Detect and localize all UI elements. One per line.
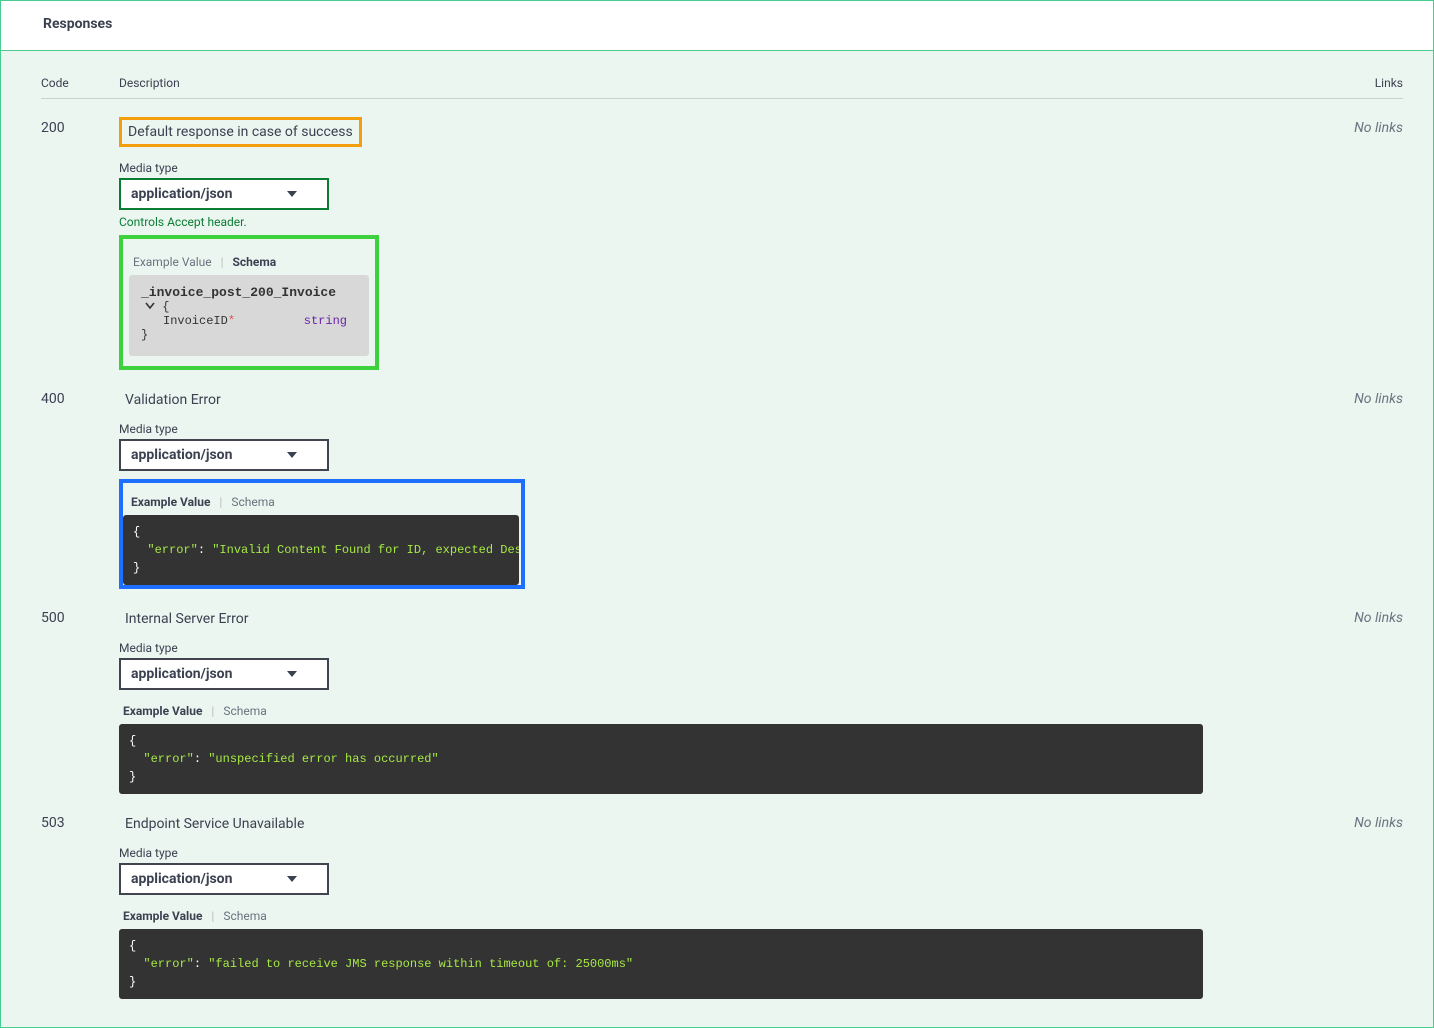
no-links: No links <box>1343 607 1403 794</box>
no-links: No links <box>1343 388 1403 589</box>
response-row-400: 400 Validation Error Media type applicat… <box>41 378 1403 589</box>
response-desc-cell: Endpoint Service Unavailable Media type … <box>119 812 1343 999</box>
schema-prop-name: InvoiceID <box>163 314 228 328</box>
response-desc-cell: Default response in case of success Medi… <box>119 117 1343 370</box>
media-type-select[interactable]: application/json <box>119 863 329 895</box>
tab-schema[interactable]: Schema <box>229 255 281 269</box>
response-desc-cell: Internal Server Error Media type applica… <box>119 607 1343 794</box>
schema-collapse-icon[interactable] <box>145 300 155 314</box>
controls-accept-hint: Controls Accept header. <box>119 215 1343 229</box>
responses-body: Code Description Links 200 Default respo… <box>1 51 1433 1027</box>
responses-container: Responses Code Description Links 200 Def… <box>0 0 1434 1028</box>
schema-tabs: Example Value | Schema <box>127 495 521 509</box>
schema-highlight-block: Example Value | Schema _invoice_post_200… <box>119 235 379 370</box>
media-type-value: application/json <box>131 186 232 202</box>
media-type-value: application/json <box>131 666 232 682</box>
response-code: 200 <box>41 117 119 370</box>
example-code-block[interactable]: { "error": "failed to receive JMS respon… <box>119 929 1203 999</box>
media-type-value: application/json <box>131 447 232 463</box>
response-code: 500 <box>41 607 119 794</box>
tab-schema[interactable]: Schema <box>227 495 278 509</box>
tab-separator: | <box>211 704 214 718</box>
schema-tabs: Example Value | Schema <box>129 255 369 269</box>
chevron-down-icon <box>287 191 297 197</box>
chevron-down-icon <box>287 876 297 882</box>
table-header: Code Description Links <box>41 76 1403 99</box>
response-desc-cell: Validation Error Media type application/… <box>119 388 1343 589</box>
media-type-label: Media type <box>119 846 1343 860</box>
response-description: Internal Server Error <box>119 607 254 631</box>
schema-prop-type: string <box>304 314 347 328</box>
response-code: 400 <box>41 388 119 589</box>
schema-tabs: Example Value | Schema <box>119 909 1343 923</box>
media-type-select[interactable]: application/json <box>119 178 329 210</box>
response-row-503: 503 Endpoint Service Unavailable Media t… <box>41 802 1403 999</box>
required-marker: * <box>228 314 235 328</box>
response-description: Endpoint Service Unavailable <box>119 812 310 836</box>
media-type-value: application/json <box>131 871 232 887</box>
response-row-500: 500 Internal Server Error Media type app… <box>41 597 1403 794</box>
schema-model-name: _invoice_post_200_Invoice <box>141 285 336 300</box>
schema-box: _invoice_post_200_Invoice { InvoiceID* s… <box>129 275 369 356</box>
responses-header: Responses <box>1 1 1433 51</box>
example-code-block[interactable]: { "error": "Invalid Content Found for ID… <box>123 515 519 585</box>
brace-open: { <box>162 300 169 314</box>
response-row-200: 200 Default response in case of success … <box>41 107 1403 370</box>
tab-separator: | <box>211 909 214 923</box>
header-code: Code <box>41 76 119 90</box>
responses-title: Responses <box>43 16 1405 32</box>
tab-separator: | <box>221 255 224 269</box>
tab-schema[interactable]: Schema <box>219 909 270 923</box>
response-description: Validation Error <box>119 388 227 412</box>
chevron-down-icon <box>287 671 297 677</box>
brace-close: } <box>141 328 357 342</box>
chevron-down-icon <box>287 452 297 458</box>
media-type-select[interactable]: application/json <box>119 439 329 471</box>
media-type-label: Media type <box>119 161 1343 175</box>
tab-example-value[interactable]: Example Value <box>127 495 214 509</box>
header-description: Description <box>119 76 1343 90</box>
tab-separator: | <box>219 495 222 509</box>
media-type-select[interactable]: application/json <box>119 658 329 690</box>
tab-example-value[interactable]: Example Value <box>119 909 206 923</box>
schema-tabs: Example Value | Schema <box>119 704 1343 718</box>
example-code-block[interactable]: { "error": "unspecified error has occurr… <box>119 724 1203 794</box>
response-code: 503 <box>41 812 119 999</box>
response-description: Default response in case of success <box>119 117 362 147</box>
schema-property: InvoiceID* string <box>141 314 357 328</box>
tab-example-value[interactable]: Example Value <box>129 255 216 269</box>
no-links: No links <box>1343 117 1403 370</box>
tab-schema[interactable]: Schema <box>219 704 270 718</box>
example-highlight-block: Example Value | Schema { "error": "Inval… <box>119 479 525 589</box>
media-type-label: Media type <box>119 641 1343 655</box>
header-links: Links <box>1343 76 1403 90</box>
no-links: No links <box>1343 812 1403 999</box>
tab-example-value[interactable]: Example Value <box>119 704 206 718</box>
media-type-label: Media type <box>119 422 1343 436</box>
